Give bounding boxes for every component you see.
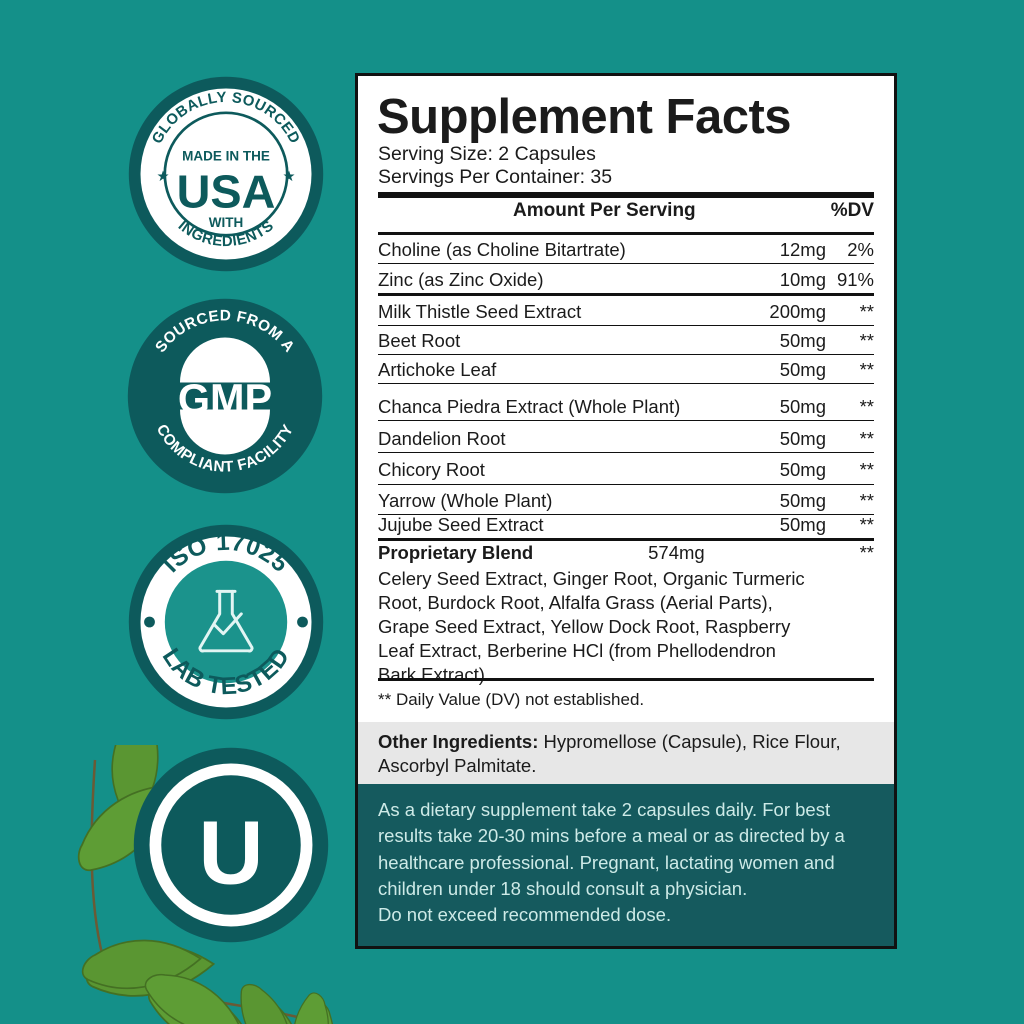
svg-text:MADE IN THE: MADE IN THE: [182, 149, 270, 164]
svg-text:U: U: [199, 804, 264, 904]
svg-text:GMP: GMP: [178, 376, 272, 422]
svg-text:★: ★: [157, 169, 170, 185]
svg-text:USA: USA: [177, 165, 276, 217]
svg-text:★: ★: [283, 169, 296, 185]
svg-text:WITH: WITH: [209, 215, 244, 230]
